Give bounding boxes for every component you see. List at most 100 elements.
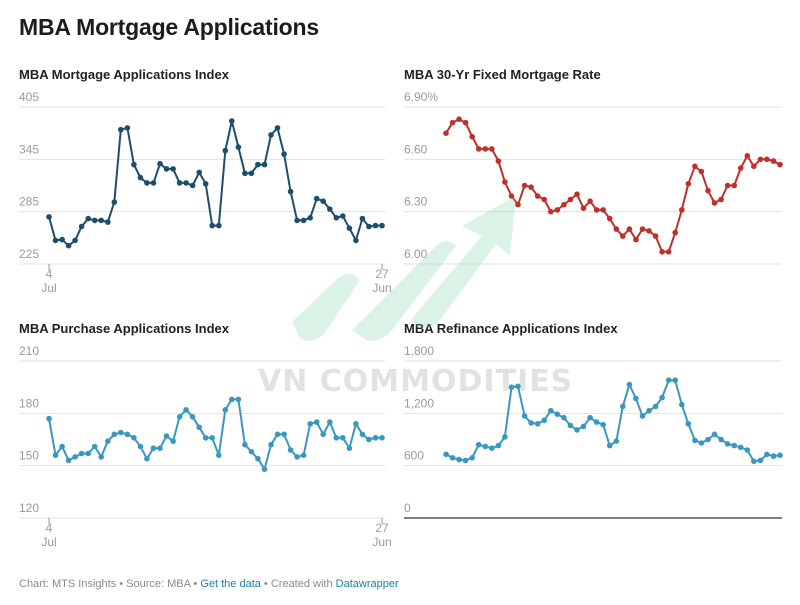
data-point xyxy=(300,452,307,458)
data-point xyxy=(587,414,593,421)
footer-prefix: Chart: MTS Insights • Source: MBA • xyxy=(19,578,201,590)
data-point xyxy=(216,452,222,458)
data-point xyxy=(294,217,300,224)
y-tick-label: 180 xyxy=(19,396,39,410)
data-point xyxy=(593,207,600,213)
y-tick-label: 6.60 xyxy=(404,142,428,156)
data-point xyxy=(672,377,678,383)
data-point xyxy=(379,222,385,229)
data-point xyxy=(255,161,261,168)
data-point xyxy=(705,187,711,194)
data-point xyxy=(580,423,587,430)
data-point xyxy=(685,181,692,187)
data-point xyxy=(515,201,521,208)
data-point xyxy=(118,429,124,436)
data-point xyxy=(646,228,652,234)
data-point xyxy=(613,438,620,444)
data-point xyxy=(379,435,385,441)
data-point xyxy=(157,445,163,451)
y-tick-label: 285 xyxy=(19,195,39,209)
data-point xyxy=(150,445,157,451)
data-point xyxy=(274,125,281,131)
data-point xyxy=(274,431,281,438)
data-point xyxy=(469,133,475,140)
data-point xyxy=(600,207,606,213)
data-point xyxy=(137,174,144,181)
data-point xyxy=(757,156,764,163)
data-point xyxy=(137,443,144,450)
data-point xyxy=(65,457,72,464)
data-point xyxy=(131,161,137,168)
x-tick-label: 4 xyxy=(46,521,53,535)
x-tick-label: 27 xyxy=(375,521,389,535)
fixed-mortgage-rate-panel: MBA 30-Yr Fixed Mortgage Rate 6.90% 6.60 6… xyxy=(404,67,784,307)
data-point xyxy=(307,215,314,221)
data-point xyxy=(372,435,379,441)
data-point xyxy=(131,435,137,441)
data-point xyxy=(443,130,449,136)
data-point xyxy=(541,196,547,203)
data-point xyxy=(313,419,320,425)
data-point xyxy=(98,454,104,460)
y-tick-label: 1,200 xyxy=(404,396,434,410)
data-point xyxy=(652,403,659,410)
data-point xyxy=(150,180,157,186)
data-point xyxy=(718,436,724,443)
data-point xyxy=(508,384,515,390)
data-point xyxy=(327,206,333,212)
data-point xyxy=(534,193,541,199)
data-point xyxy=(359,215,366,222)
data-point xyxy=(340,213,346,219)
data-point xyxy=(52,237,59,244)
data-point xyxy=(521,413,528,419)
refinance-applications-index-chart: 1,800 1,200 600 0 xyxy=(404,344,783,519)
data-point xyxy=(698,168,705,175)
data-point xyxy=(320,198,327,204)
data-point xyxy=(620,403,626,410)
y-tick-label: 6.00 xyxy=(404,247,428,261)
data-point xyxy=(163,433,170,439)
x-tick-label: Jun xyxy=(372,535,391,549)
y-tick-label: 210 xyxy=(19,344,39,358)
data-point xyxy=(502,434,508,440)
data-point xyxy=(333,435,340,441)
data-point xyxy=(528,184,534,190)
data-point xyxy=(229,118,235,124)
data-point xyxy=(554,207,561,213)
get-the-data-link[interactable]: Get the data xyxy=(200,578,261,590)
data-point xyxy=(353,237,359,244)
data-point xyxy=(679,401,685,408)
y-tick-label: 405 xyxy=(19,90,39,104)
data-point xyxy=(652,233,659,239)
data-point xyxy=(515,383,521,390)
data-point xyxy=(124,125,131,131)
data-point xyxy=(105,219,111,225)
data-point xyxy=(124,431,131,438)
data-point xyxy=(176,414,183,420)
data-point xyxy=(757,457,764,464)
series-line xyxy=(48,120,383,247)
data-point xyxy=(170,166,176,172)
data-point xyxy=(85,215,91,222)
data-point xyxy=(606,215,613,222)
data-point xyxy=(665,377,672,383)
data-point xyxy=(521,182,528,189)
data-point xyxy=(261,161,268,168)
data-point xyxy=(502,179,508,185)
data-point xyxy=(692,437,698,444)
data-point xyxy=(235,144,242,150)
datawrapper-link[interactable]: Datawrapper xyxy=(335,578,399,590)
data-point xyxy=(346,225,353,231)
page-title: MBA Mortgage Applications xyxy=(19,14,319,40)
data-point xyxy=(580,205,587,211)
data-point xyxy=(196,424,202,431)
data-point xyxy=(731,182,737,189)
data-point xyxy=(78,450,85,457)
data-point xyxy=(737,165,744,171)
data-point xyxy=(105,438,111,444)
data-point xyxy=(163,166,170,172)
data-point xyxy=(202,181,209,187)
data-point xyxy=(59,236,65,243)
data-point xyxy=(176,180,183,186)
